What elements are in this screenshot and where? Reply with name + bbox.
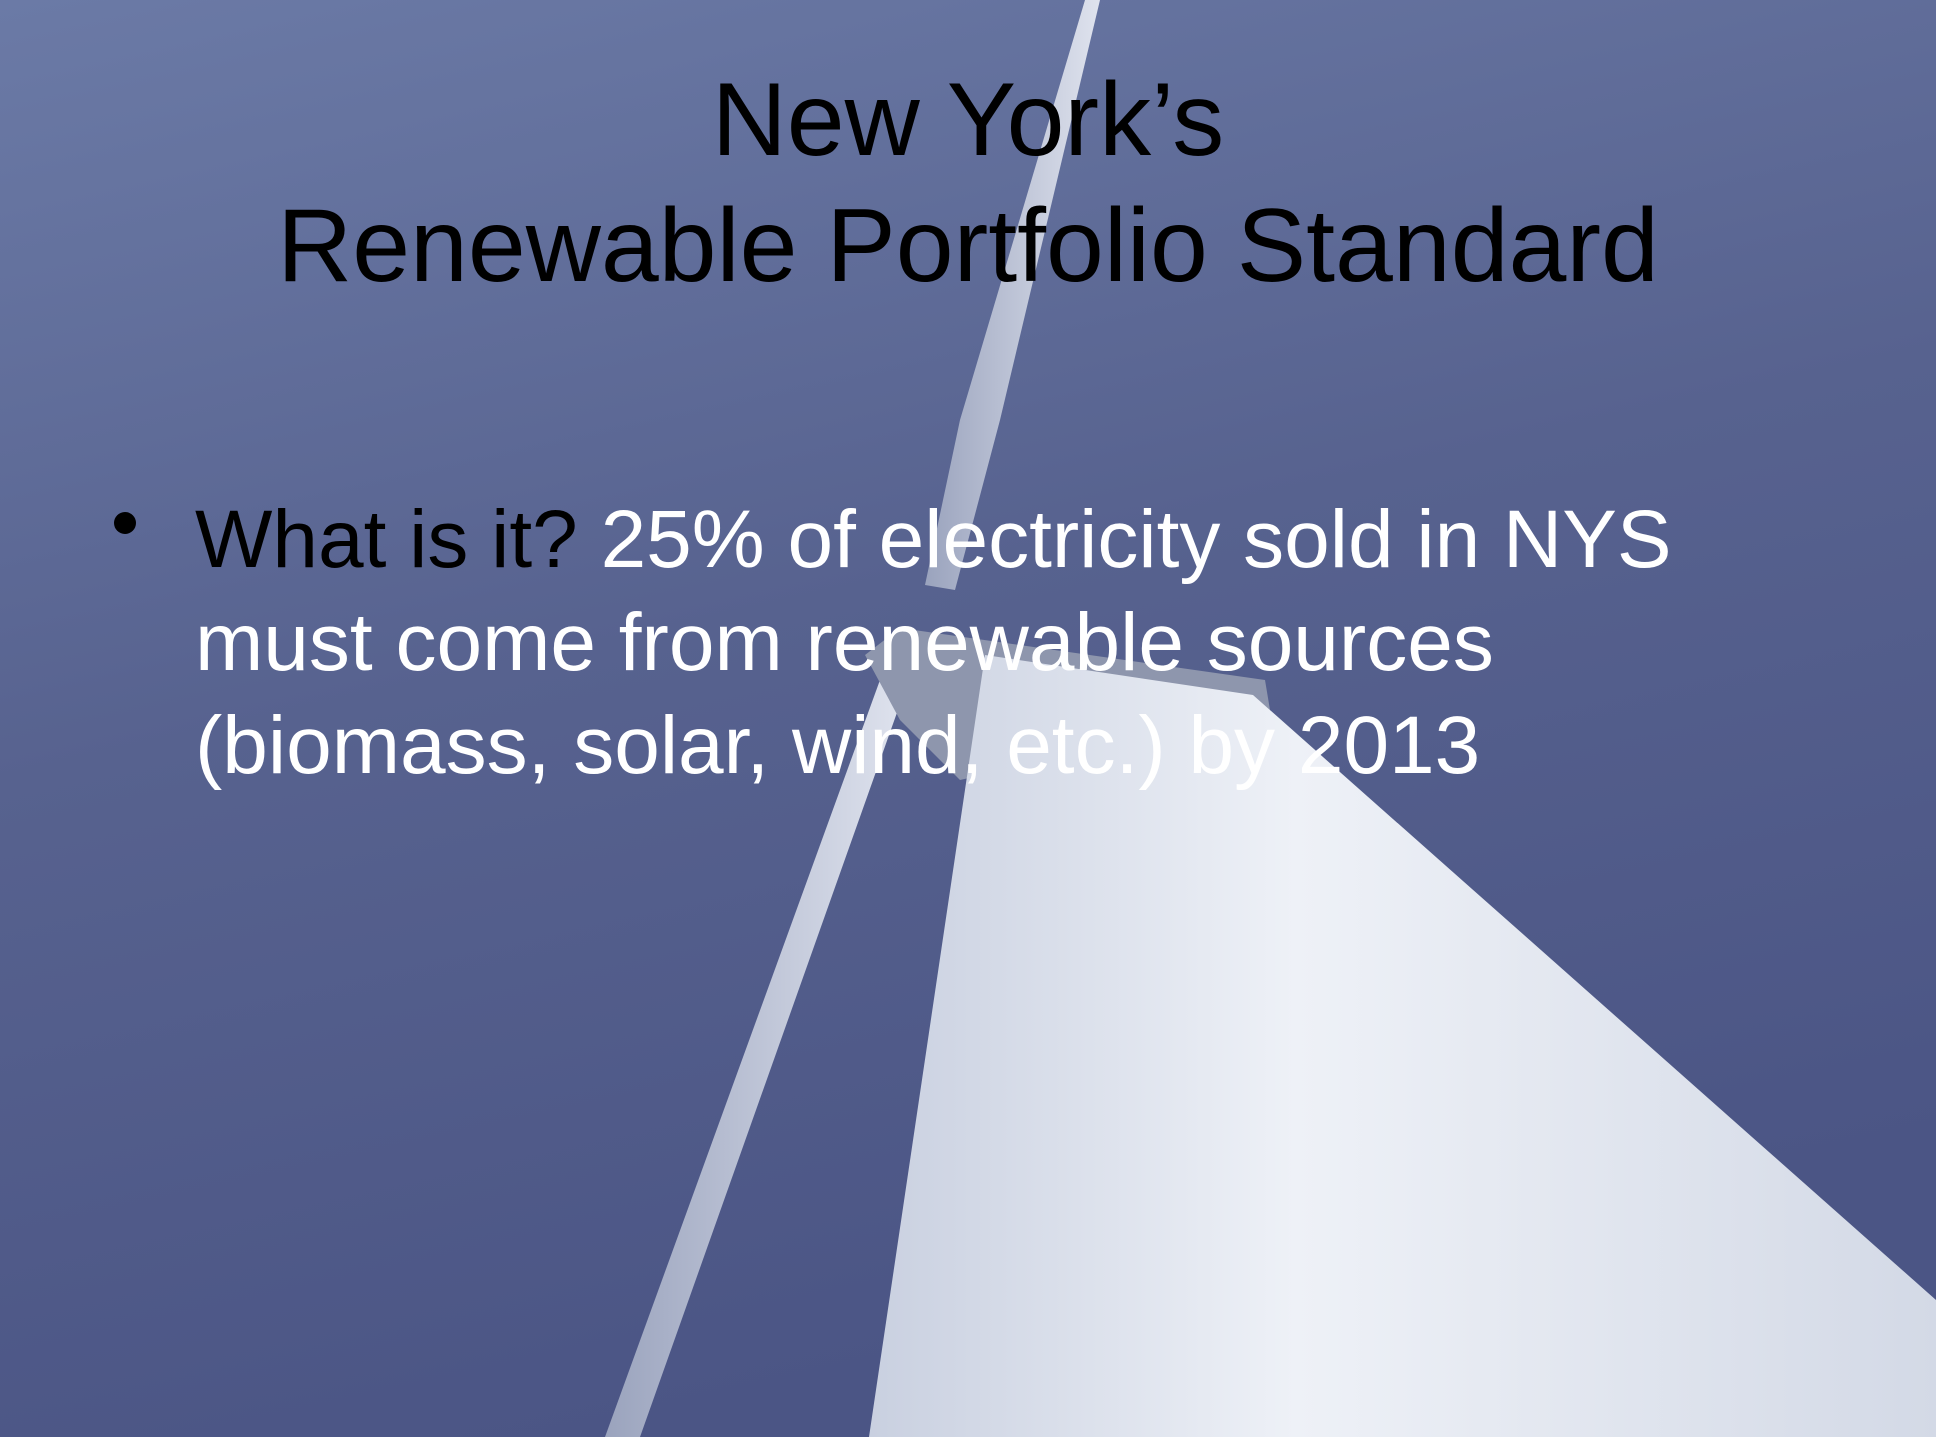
bullet-question: What is it?: [195, 494, 578, 585]
bullet-dot: [114, 512, 136, 534]
bullet-text: What is it? 25% of electricity sold in N…: [195, 488, 1755, 797]
title-line: Renewable Portfolio Standard: [0, 186, 1936, 306]
title-line: New York’s: [0, 60, 1936, 180]
slide: New York’s Renewable Portfolio Standard …: [0, 0, 1936, 1437]
